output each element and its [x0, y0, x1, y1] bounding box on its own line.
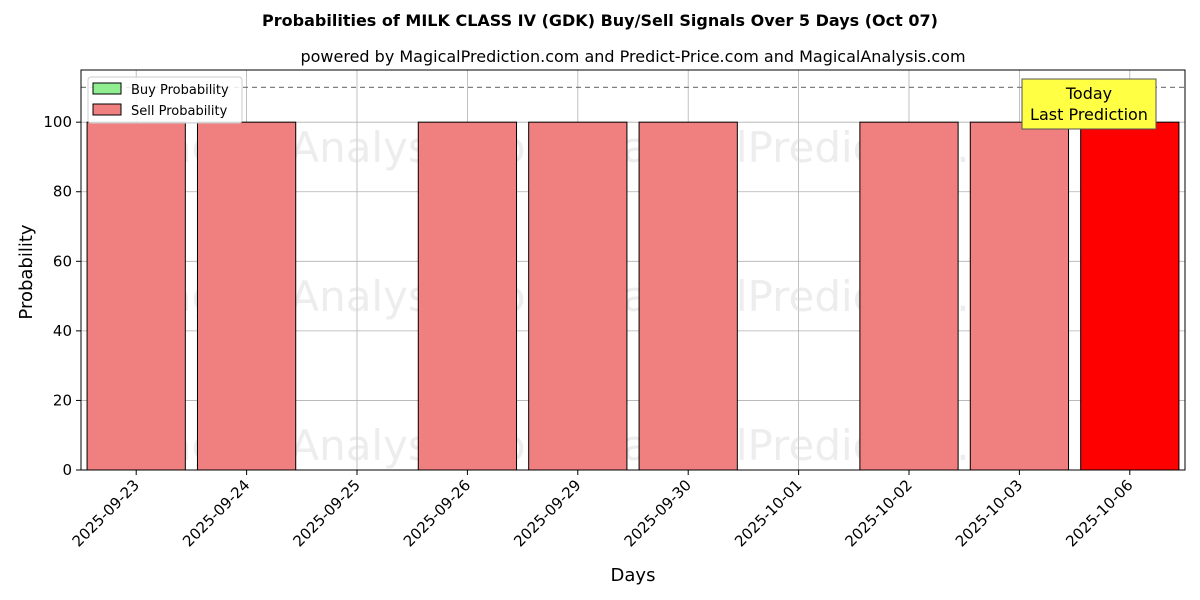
x-tick-label: 2025-10-02 — [841, 476, 915, 550]
today-annotation-box — [1021, 78, 1157, 130]
legend-buy-swatch — [92, 82, 122, 95]
plot-frame — [80, 69, 1186, 471]
legend: Buy Probability Sell Probability — [87, 76, 243, 124]
x-tick-label: 2025-09-25 — [289, 476, 363, 550]
sell-bar — [1080, 121, 1180, 471]
x-tick-label: 2025-10-01 — [731, 476, 805, 550]
y-tick-label: 100 — [43, 113, 72, 131]
sell-bar — [859, 121, 959, 471]
sell-bar — [86, 121, 186, 471]
today-annotation: Today Last Prediction — [1021, 78, 1157, 130]
x-tick-label: 2025-09-30 — [621, 476, 695, 550]
sell-bar — [969, 121, 1070, 471]
today-annotation-line2: Last Prediction — [1030, 105, 1148, 124]
sell-bar — [417, 121, 518, 471]
x-tick-label: 2025-09-26 — [400, 476, 474, 550]
x-tick-label: 2025-10-06 — [1062, 476, 1136, 550]
y-tick-label: 20 — [53, 391, 72, 409]
sell-bar — [196, 121, 297, 471]
legend-buy-label: Buy Probability — [131, 83, 229, 98]
x-tick-label: 2025-09-29 — [510, 476, 584, 550]
legend-sell-label: Sell Probability — [131, 104, 228, 119]
x-tick-label: 2025-09-24 — [179, 476, 253, 550]
y-tick-label: 60 — [53, 252, 72, 270]
y-tick-label: 40 — [53, 322, 72, 340]
chart-subtitle: powered by MagicalPrediction.com and Pre… — [300, 47, 965, 66]
today-annotation-line1: Today — [1065, 84, 1112, 103]
y-tick-label: 80 — [53, 183, 72, 201]
x-tick-label: 2025-09-23 — [69, 476, 143, 550]
x-axis-label: Days — [611, 565, 656, 586]
chart-title: Probabilities of MILK CLASS IV (GDK) Buy… — [262, 11, 938, 30]
sell-bar — [528, 121, 628, 471]
y-tick-label: 0 — [62, 461, 72, 479]
bars — [86, 121, 1180, 471]
legend-sell-swatch — [92, 103, 122, 116]
y-axis-label: Probability — [16, 224, 37, 319]
x-tick-label: 2025-10-03 — [952, 476, 1026, 550]
sell-bar — [638, 121, 738, 471]
